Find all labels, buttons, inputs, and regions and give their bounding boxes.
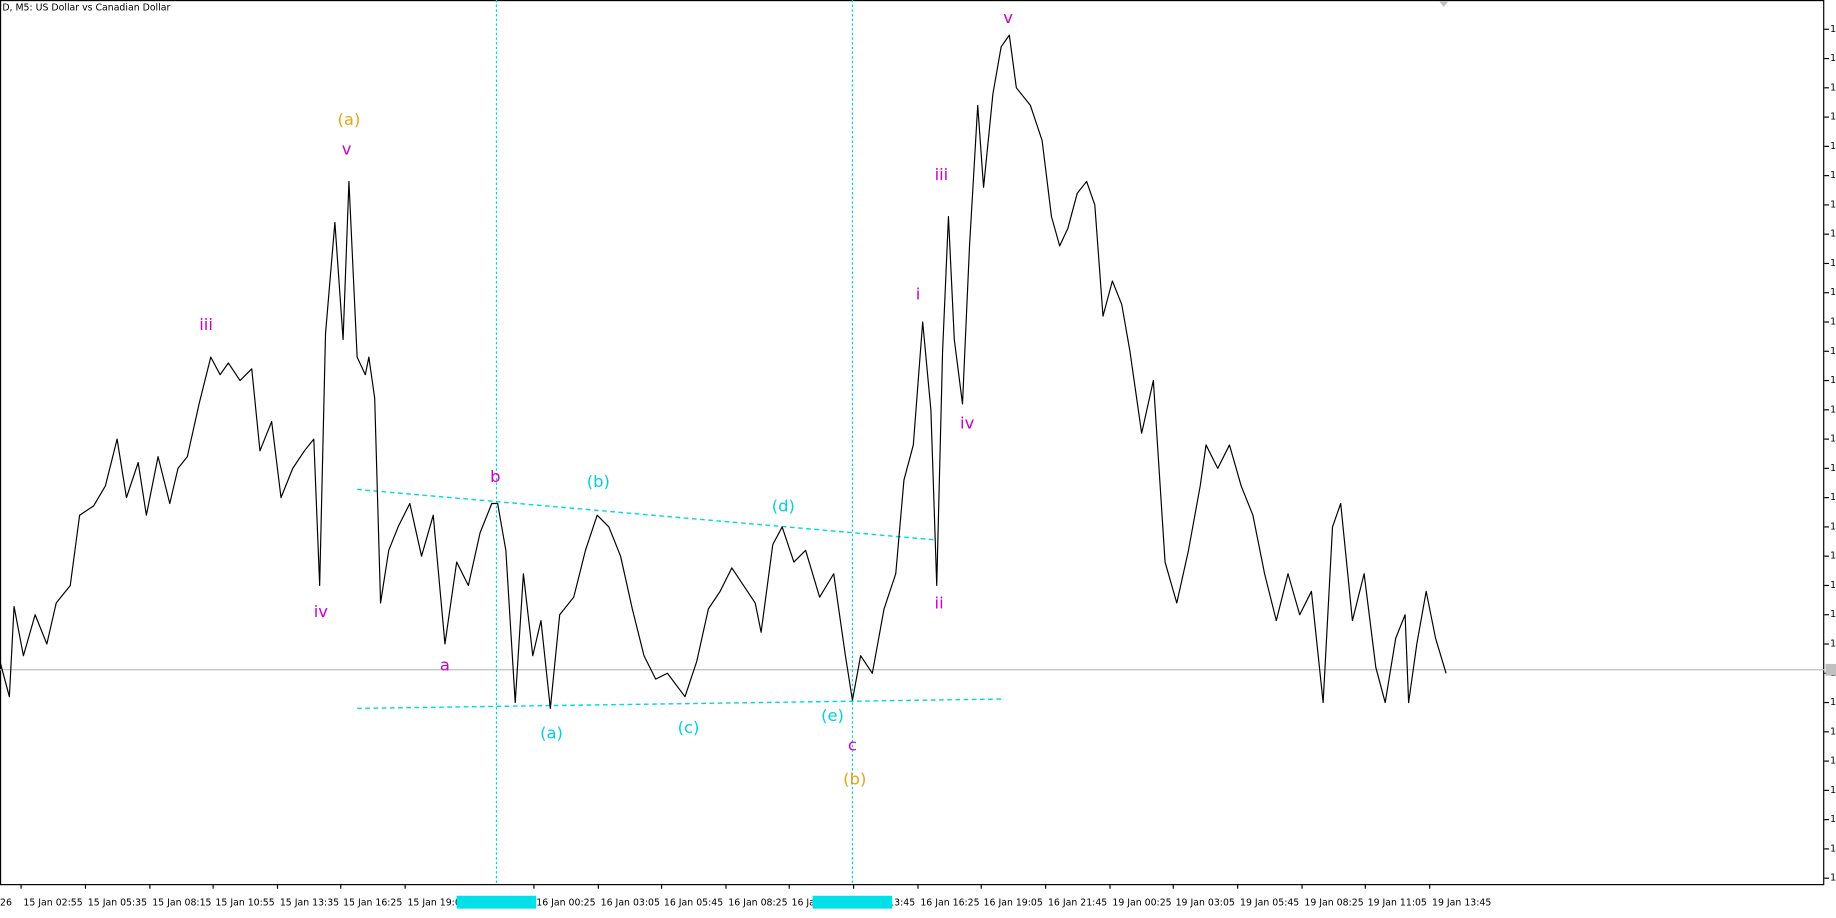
wave-label: iii [199, 315, 213, 334]
wave-label: a [440, 656, 450, 675]
x-tick-label: 15 Jan 10:55 [215, 897, 274, 908]
y-tick-label: 1 [1830, 843, 1836, 854]
x-tick-label: 16 Jan 16:25 [920, 897, 979, 908]
price-line [0, 34, 1447, 709]
x-tick-label: 15 Jan 13:35 [280, 897, 339, 908]
wave-label: iv [314, 602, 329, 621]
wave-label: i [916, 285, 921, 304]
x-tick-label: 19 Jan 05:45 [1240, 897, 1299, 908]
wave-label: v [1003, 8, 1013, 27]
y-tick-label: 1 [1830, 346, 1836, 357]
y-tick-label: 1 [1830, 551, 1836, 562]
wave-label: iv [960, 413, 975, 432]
trendline [357, 698, 1003, 710]
x-tick-label: 15 Jan 16:25 [343, 897, 402, 908]
x-tick-label: 15 Jan 19:05 [407, 897, 466, 908]
wave-label: iii [935, 165, 949, 184]
y-tick-label: 1 [1830, 141, 1836, 152]
y-tick-label: 1 [1830, 404, 1836, 415]
y-tick-label: 1 [1830, 258, 1836, 269]
x-tick-label: 16 Jan 19:05 [984, 897, 1043, 908]
wave-label: (e) [821, 706, 844, 725]
bid-label-box [1825, 663, 1836, 676]
trendline [357, 488, 935, 541]
y-tick-label: 1 [1830, 580, 1836, 591]
y-tick-label: 1 [1830, 82, 1836, 93]
wave-label: c [848, 735, 857, 754]
y-tick-label: 1 [1830, 756, 1836, 767]
y-tick-label: 1 [1830, 287, 1836, 298]
wave-label: (b) [843, 769, 866, 788]
x-tick-label: 15 Jan 02:55 [23, 897, 82, 908]
x-tick-label: 16 Jan 08:25 [728, 897, 787, 908]
y-tick-label: 1 [1830, 375, 1836, 386]
y-tick-label: 1 [1830, 24, 1836, 35]
x-tick-label: 19 Jan 08:25 [1304, 897, 1363, 908]
x-tick-label: 16 Jan 05:45 [664, 897, 723, 908]
y-tick-label: 1 [1830, 229, 1836, 240]
y-tick-label: 1 [1830, 53, 1836, 64]
y-tick-label: 1 [1830, 639, 1836, 650]
shift-marker [1439, 1, 1449, 8]
y-tick-label: 1 [1830, 492, 1836, 503]
wave-label: b [490, 467, 500, 486]
x-tick-label: 19 Jan 11:05 [1368, 897, 1427, 908]
y-tick-label: 1 [1830, 814, 1836, 825]
wave-label: ii [935, 594, 944, 613]
vertical-line-time-box [812, 895, 893, 909]
x-tick-label: 15 Jan 08:15 [152, 897, 211, 908]
chart-title: D, M5: US Dollar vs Canadian Dollar [2, 3, 170, 14]
wave-label: (d) [772, 497, 795, 516]
y-tick-label: 1 [1830, 170, 1836, 181]
x-tick-label: 16 Jan 03:05 [601, 897, 660, 908]
wave-label: (b) [587, 472, 610, 491]
y-tick-label: 1 [1830, 112, 1836, 123]
y-tick-label: 1 [1830, 697, 1836, 708]
wave-label: (a) [338, 110, 361, 129]
y-tick-label: 1 [1830, 785, 1836, 796]
y-tick-label: 1 [1830, 521, 1836, 532]
wave-label: (a) [540, 724, 563, 743]
plot-frame [0, 0, 1825, 886]
y-tick-label: 1 [1830, 199, 1836, 210]
x-tick-label: 26 [0, 897, 12, 908]
x-tick-label: 16 Jan 00:25 [536, 897, 595, 908]
y-tick-label: 1 [1830, 434, 1836, 445]
x-tick-label: 19 Jan 03:05 [1176, 897, 1235, 908]
x-tick-label: 19 Jan 00:25 [1112, 897, 1171, 908]
y-tick-label: 1 [1830, 317, 1836, 328]
y-tick-label: 1 [1830, 726, 1836, 737]
vertical-line-time-box [456, 895, 537, 909]
x-tick-label: 16 Jan 21:45 [1048, 897, 1107, 908]
y-tick-label: 1 [1830, 873, 1836, 884]
wave-label: v [342, 139, 352, 158]
y-tick-label: 1 [1830, 609, 1836, 620]
x-tick-label: 19 Jan 13:45 [1432, 897, 1491, 908]
y-tick-label: 1 [1830, 463, 1836, 474]
wave-label: (c) [678, 718, 700, 737]
x-tick-label: 15 Jan 05:35 [88, 897, 147, 908]
